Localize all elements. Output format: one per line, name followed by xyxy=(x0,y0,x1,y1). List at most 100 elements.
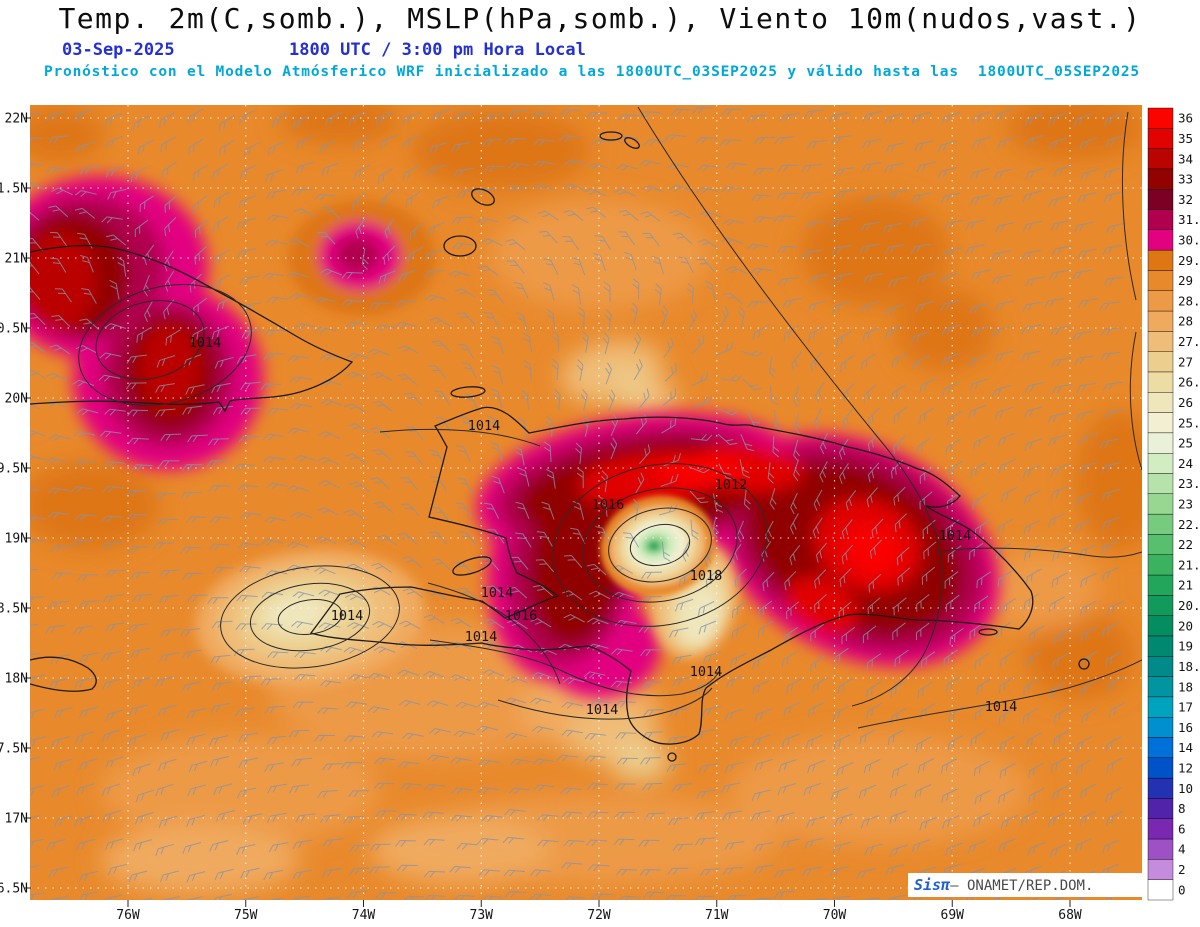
wind-barb xyxy=(212,405,234,415)
colorbar-cell xyxy=(1147,534,1174,556)
wind-barb xyxy=(832,841,852,854)
colorbar-cell xyxy=(1147,290,1174,312)
wind-barb xyxy=(345,538,367,548)
wind-barb xyxy=(1102,516,1121,530)
colorbar-cell xyxy=(1147,676,1174,698)
wind-barb xyxy=(409,222,424,241)
wind-barb xyxy=(354,164,371,180)
wind-barb xyxy=(940,758,958,774)
wind-barb xyxy=(399,699,421,707)
wind-barb xyxy=(691,334,705,354)
wind-barb xyxy=(288,784,310,794)
wind-barb xyxy=(265,169,284,183)
temp-field-region xyxy=(336,237,380,273)
wind-barb xyxy=(507,110,529,118)
wind-barb xyxy=(187,784,207,797)
wind-barb xyxy=(194,219,209,238)
wind-barb xyxy=(1022,465,1041,479)
wind-barb xyxy=(642,782,663,791)
wind-barb xyxy=(346,352,369,360)
wind-barb xyxy=(191,326,208,343)
wind-barb xyxy=(296,135,314,150)
wind-barb xyxy=(265,239,288,247)
wind-barb xyxy=(624,251,637,271)
wind-barb xyxy=(384,217,395,239)
isobar-ring-eye-4 xyxy=(552,463,768,627)
isobar-label: 1014 xyxy=(939,528,972,544)
wind-barb xyxy=(292,591,315,599)
wind-barb xyxy=(340,761,363,769)
wind-barb xyxy=(671,654,692,665)
wind-barb xyxy=(1026,650,1042,667)
wind-barb xyxy=(841,519,853,540)
wind-barb xyxy=(1102,566,1120,582)
wind-barb xyxy=(130,166,147,183)
wind-barb xyxy=(530,618,552,628)
wind-barb xyxy=(401,556,422,568)
wind-barb xyxy=(702,651,722,664)
wind-barb xyxy=(1018,897,1038,900)
wind-barb xyxy=(1107,676,1124,692)
wind-barb xyxy=(886,894,906,900)
wind-barb xyxy=(423,614,445,624)
wind-barb xyxy=(212,566,234,574)
wind-barb xyxy=(487,415,499,435)
wind-barb xyxy=(347,890,368,899)
wind-barb xyxy=(1050,485,1069,500)
wind-barb xyxy=(79,652,99,663)
wind-barb xyxy=(692,395,713,407)
isobar-label: 1014 xyxy=(690,664,723,680)
wind-barb xyxy=(219,139,235,156)
wind-barb xyxy=(208,438,229,446)
wind-barb xyxy=(76,408,99,416)
wind-barb xyxy=(522,332,532,353)
wind-barb xyxy=(262,897,283,900)
wind-barb xyxy=(693,895,715,900)
wind-barb xyxy=(180,628,201,637)
wind-barb xyxy=(133,897,153,900)
wind-barb xyxy=(672,843,694,852)
wind-barb xyxy=(1102,244,1123,255)
wind-barb xyxy=(610,414,618,437)
lon-label: 72W xyxy=(587,908,611,923)
wind-barb xyxy=(47,511,70,519)
colorbar-cell xyxy=(1147,351,1174,373)
wind-barb xyxy=(74,207,96,219)
wind-barb xyxy=(181,681,202,692)
wind-barb xyxy=(144,300,153,323)
lon-label: 70W xyxy=(823,908,847,923)
colorbar-cell xyxy=(1147,209,1174,231)
wind-barb xyxy=(462,362,477,380)
island-little-inagua xyxy=(471,188,495,206)
wind-barb xyxy=(911,839,930,853)
wind-barb xyxy=(105,569,126,577)
wind-barb xyxy=(369,843,391,851)
wind-barb xyxy=(449,674,471,682)
wind-barb xyxy=(212,894,232,900)
wind-barb xyxy=(1104,409,1125,419)
wind-barb xyxy=(669,707,690,718)
wind-barb xyxy=(240,164,257,179)
wind-barb xyxy=(801,866,822,877)
wind-barb xyxy=(30,286,41,301)
wind-barb xyxy=(866,487,878,508)
wind-barb xyxy=(431,195,450,209)
wind-barb xyxy=(456,190,477,199)
wind-barb xyxy=(81,288,97,304)
wind-barb xyxy=(457,477,473,495)
wind-barb xyxy=(834,167,855,177)
wind-barb xyxy=(941,324,961,336)
wind-barb xyxy=(239,565,261,573)
wind-barb xyxy=(264,516,286,524)
wind-barb xyxy=(815,381,825,403)
wind-barb xyxy=(990,326,1011,338)
wind-barb xyxy=(514,446,525,466)
wind-barb xyxy=(1051,572,1068,588)
wind-barb xyxy=(51,785,71,798)
wind-barb xyxy=(791,350,803,372)
wind-barb xyxy=(128,870,148,883)
wind-barb xyxy=(266,482,289,490)
wind-barb xyxy=(100,515,123,523)
wind-barb xyxy=(347,622,369,630)
wind-barb xyxy=(295,161,314,175)
